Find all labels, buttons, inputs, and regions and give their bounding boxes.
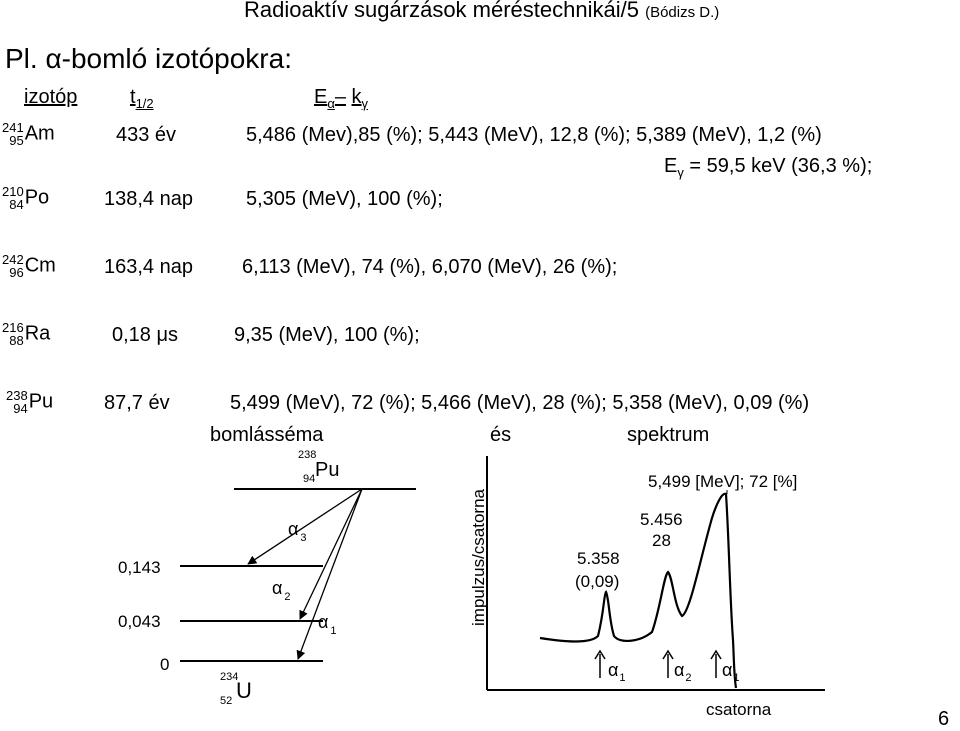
- header-title: Radioaktív sugárzások méréstechnikái/5: [244, 0, 639, 22]
- nuclide-numbers: 238 94: [6, 389, 28, 415]
- atomic-number: 84: [9, 197, 24, 212]
- col-energy-label: E: [314, 86, 328, 108]
- col-isotope: izotóp: [24, 86, 77, 109]
- row-po-halflife: 138,4 nap: [104, 188, 193, 210]
- element-symbol: Ra: [24, 322, 51, 345]
- mass-number: 238: [6, 388, 28, 403]
- col-energy-sub: α: [327, 96, 335, 111]
- mass-number: 241: [2, 120, 24, 135]
- row-am-halflife: 433 év: [116, 124, 177, 146]
- marker2-label: α2: [674, 660, 692, 684]
- y-axis-label: impulzus/csatorna: [469, 488, 488, 626]
- row-ra-halflife: 0,18 μs: [112, 324, 179, 346]
- col-isotope-label: izotóp: [24, 86, 78, 108]
- row-po-data: 5,305 (MeV), 100 (%);: [246, 188, 443, 210]
- col-halflife-label: t: [130, 86, 136, 108]
- peak1-label: 5,499 [MeV]; 72 [%]: [648, 472, 797, 491]
- parent-mass: 238: [298, 449, 316, 461]
- atomic-number: 95: [9, 133, 24, 148]
- page-number: 6: [938, 708, 950, 730]
- caption-spectrum: spektrum: [627, 424, 710, 446]
- caption-scheme: bomlásséma: [210, 424, 324, 446]
- mass-number: 210: [2, 184, 24, 199]
- header-title-line: Radioaktív sugárzások méréstechnikái/5 (…: [244, 0, 719, 23]
- marker3-head: [710, 649, 722, 660]
- marker3-label: α1: [722, 660, 740, 684]
- col-energy: Eα– kγ: [314, 86, 368, 111]
- peak2-energy: 5.456: [640, 510, 683, 529]
- atomic-number: 94: [13, 401, 28, 416]
- header-author: (Bódizs D.): [645, 4, 720, 21]
- row-ra-data: 9,35 (MeV), 100 (%);: [234, 324, 420, 346]
- row-am-data: 5,486 (Mev),85 (%); 5,443 (MeV), 12,8 (%…: [246, 124, 822, 146]
- col-k-sub: γ: [361, 96, 369, 111]
- section-heading: Pl. α-bomló izotópokra:: [5, 43, 292, 74]
- peak3-energy: 5.358: [577, 549, 620, 568]
- element-symbol: Pu: [28, 390, 54, 413]
- row-cm-data: 6,113 (MeV), 74 (%), 6,070 (MeV), 26 (%)…: [242, 256, 618, 278]
- mass-number: 242: [2, 252, 24, 267]
- peak2-percent: 28: [652, 531, 671, 550]
- row-ra-isotope: 216 88 Ra: [2, 321, 50, 347]
- daughter-symbol: U: [236, 678, 252, 703]
- element-symbol: Cm: [24, 254, 56, 277]
- row-pu-isotope: 238 94 Pu: [6, 389, 53, 415]
- marker1-label: α1: [608, 660, 626, 684]
- marker2-head: [662, 649, 674, 660]
- mass-number: 216: [2, 320, 24, 335]
- gamma-line: Eγ = 59,5 keV (36,3 %);: [664, 155, 872, 180]
- arrow-alpha3: [247, 488, 363, 565]
- col-k: k: [351, 86, 362, 108]
- row-pu-halflife: 87,7 év: [104, 392, 170, 414]
- element-symbol: Am: [24, 122, 55, 145]
- atomic-number: 88: [9, 333, 24, 348]
- nuclide-numbers: 216 88: [2, 321, 24, 347]
- peak3-percent: (0,09): [575, 572, 619, 591]
- nuclide-numbers: 242 96: [2, 253, 24, 279]
- col-halflife-sub: 1/2: [135, 96, 154, 111]
- row-po-isotope: 210 84 Po: [2, 185, 49, 211]
- row-am-isotope: 241 95 Am: [2, 121, 55, 147]
- caption-and: és: [490, 424, 512, 446]
- col-dash: –: [334, 86, 346, 108]
- gamma-sub: γ: [677, 165, 684, 180]
- element-symbol: Po: [24, 186, 50, 209]
- parent-symbol: Pu: [315, 459, 339, 481]
- atomic-number: 96: [9, 265, 24, 280]
- x-axis-label: csatorna: [706, 700, 772, 719]
- level-label-0143: 0,143: [118, 558, 161, 577]
- row-cm-halflife: 163,4 nap: [104, 256, 193, 278]
- spectrum-diagram: impulzus/csatorna csatorna 5,499 [MeV]; …: [469, 456, 825, 719]
- row-cm-isotope: 242 96 Cm: [2, 253, 56, 279]
- gamma-rest: = 59,5 keV (36,3 %);: [683, 155, 873, 177]
- col-halflife: t1/2: [130, 86, 154, 111]
- row-pu-data: 5,499 (MeV), 72 (%); 5,466 (MeV), 28 (%)…: [230, 392, 810, 414]
- arrow-alpha1: [296, 488, 363, 660]
- marker1-head: [594, 649, 606, 660]
- level-label-0043: 0,043: [118, 612, 161, 631]
- gamma-e: E: [664, 155, 678, 177]
- nuclide-numbers: 210 84: [2, 185, 24, 211]
- daughter-mass: 234: [220, 671, 238, 683]
- level-label-0: 0: [160, 655, 169, 674]
- spectrum-curve: [539, 492, 738, 689]
- daughter-z: 52: [220, 695, 232, 707]
- arrow-alpha2: [299, 488, 363, 620]
- parent-z: 94: [303, 473, 315, 485]
- nuclide-numbers: 241 95: [2, 121, 24, 147]
